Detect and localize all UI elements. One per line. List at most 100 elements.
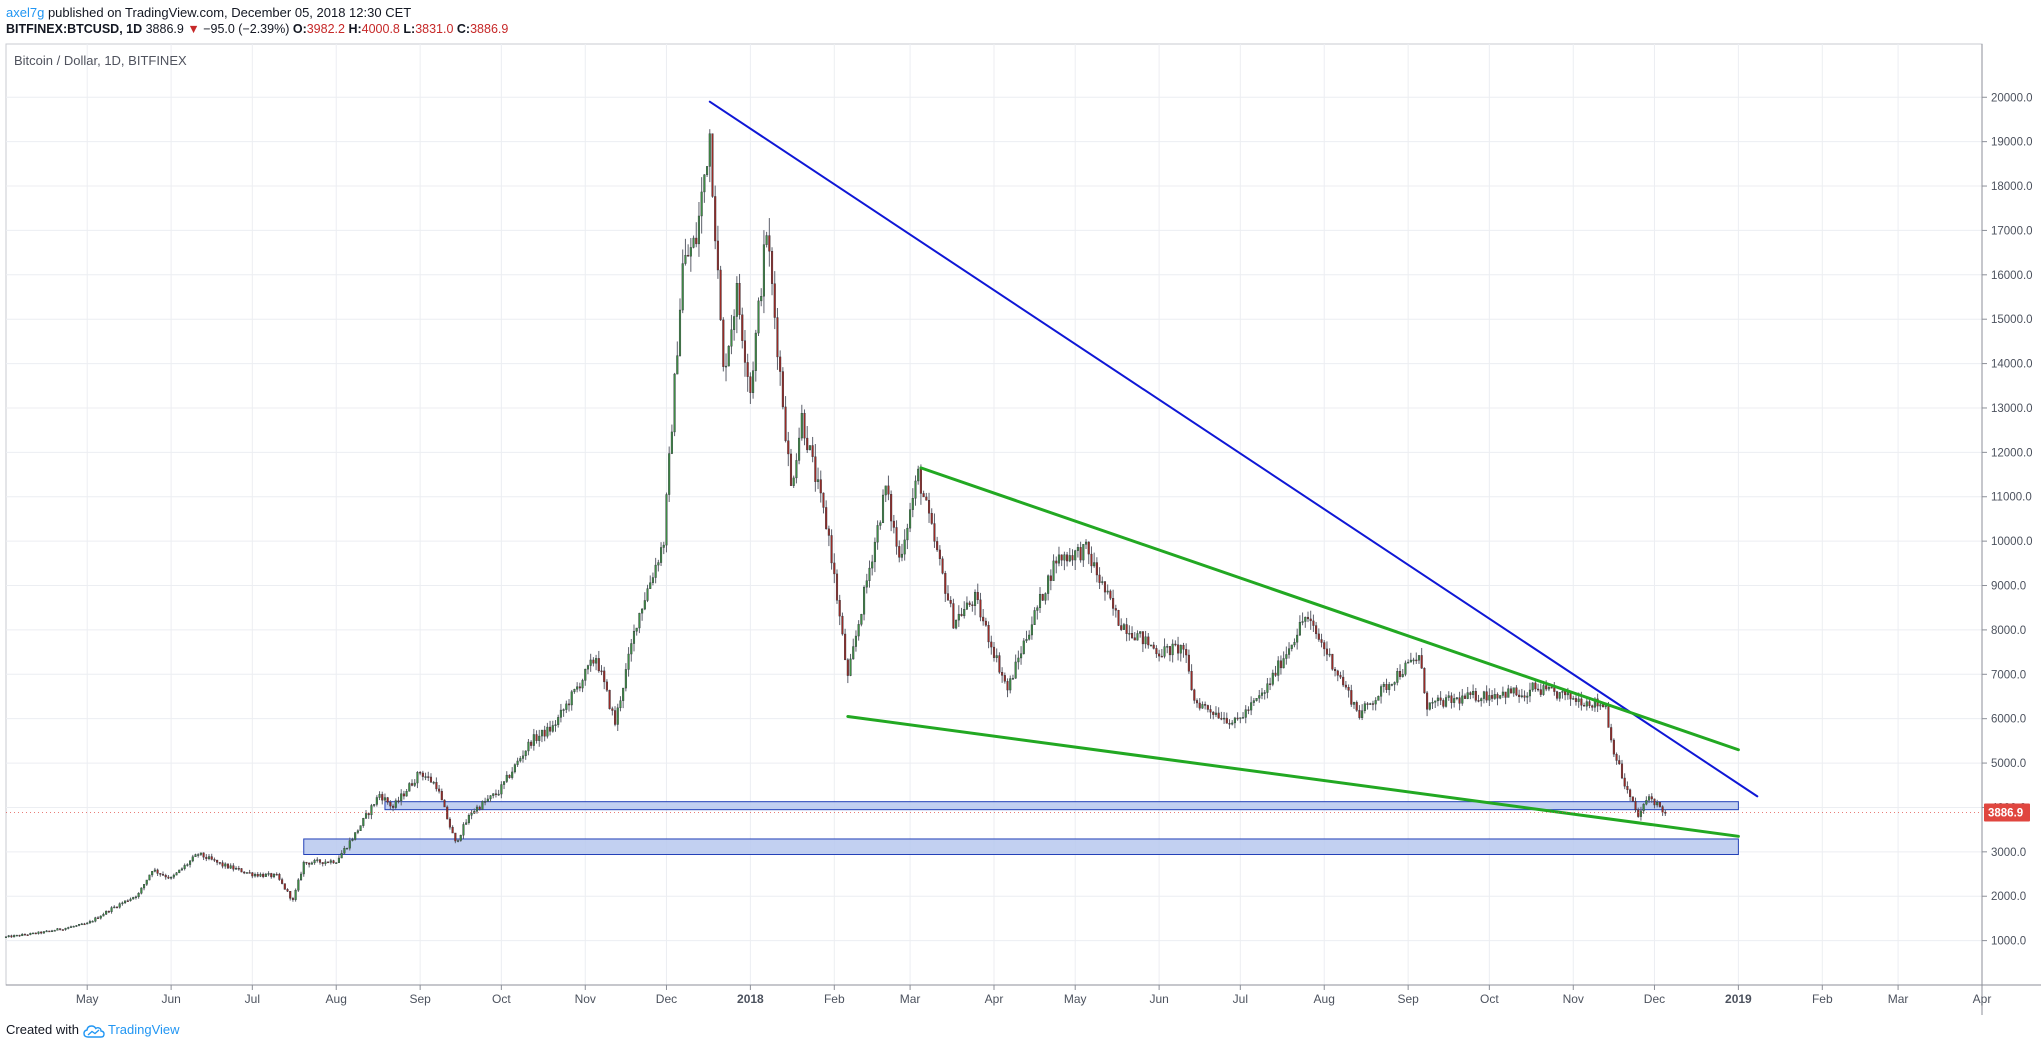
candle-down [1518,694,1521,698]
candle-up [297,879,300,891]
candle-down [1103,581,1107,593]
candle-up [527,741,530,752]
candle-down [844,633,847,660]
candle-up [911,498,914,510]
candle-up [1044,593,1047,601]
candle-up [1171,643,1174,656]
tradingview-link[interactable]: TradingView [108,1022,180,1037]
candle-down [1141,631,1144,645]
time-tick-label: Mar [1888,992,1909,1006]
price-tick-label: 15000.0 [1991,314,2033,326]
candle-down [59,928,62,930]
candle-down [1306,616,1310,620]
candle-up [1009,678,1012,691]
candle-up [1106,590,1109,593]
open-label: O: [292,22,307,36]
candle-up [197,854,200,856]
candle-down [1344,684,1347,688]
author-link[interactable]: axel7g [6,5,45,20]
candle-up [1136,633,1139,641]
candle-down [1182,644,1185,650]
candle-up [183,865,186,869]
candle-down [1350,690,1353,705]
candle-down [1477,700,1480,702]
candle-up [348,840,351,849]
candle-down [984,620,987,626]
candle-up [91,920,94,923]
candle-up [1528,689,1531,697]
candle-up [735,283,738,317]
candle-down [1626,786,1629,791]
candle-down [34,932,37,935]
candle-up [1428,702,1431,710]
candle-down [890,494,893,522]
candle-up [1074,550,1077,561]
candle-up [467,815,470,823]
candle-up [475,806,479,812]
candle-down [1117,610,1120,626]
candle-up [1558,692,1561,699]
candle-down [248,872,251,874]
candle-down [1366,703,1369,705]
candle-up [724,365,728,368]
candle-up [1201,704,1204,709]
time-axis[interactable]: May Jun Jul Aug Sep Oct Nov Dec 2018 Feb Mar Apr May… [76,985,1991,1006]
candle-down [1114,608,1117,611]
candle-down [1355,702,1358,711]
candle-down [1112,598,1115,609]
candle-up [191,856,194,862]
time-tick-label: Jul [1233,992,1248,1006]
candle-down [714,196,717,242]
candle-up [1033,610,1036,625]
candle-down [1458,697,1461,704]
candle-up [616,707,619,725]
candle-up [484,801,487,803]
candle-up [1388,684,1391,690]
candle-down [578,686,581,689]
candle-up [457,840,460,842]
candle-up [272,873,276,878]
candle-down [1209,709,1212,713]
candle-down [1331,653,1334,670]
candle-up [516,760,519,765]
candle-up [627,653,630,670]
candle-down [1198,702,1201,709]
candle-up [1179,644,1182,654]
candle-down [1098,574,1101,583]
candle-up [1122,624,1125,630]
candle-down [1158,653,1161,657]
change-arrow-icon: ▼ [187,22,200,36]
candle-down [789,453,793,486]
candle-up [1298,622,1301,636]
candle-up [1166,646,1169,648]
candle-down [814,456,817,482]
candle-up [1011,678,1014,680]
footer: Created with TradingView [6,1021,180,1039]
candle-up [1482,691,1485,699]
price-chart[interactable]: 1000.02000.03000.04000.05000.06000.07000… [0,0,2041,1015]
candle-up [316,859,319,861]
candle-down [971,604,974,606]
price-tick-label: 11000.0 [1991,492,2032,504]
candle-up [1025,639,1028,642]
candle-up [1285,654,1288,659]
candle-down [159,873,162,875]
candle-down [216,859,219,863]
candle-down [603,670,606,683]
candle-up [1436,697,1439,702]
candle-down [205,856,208,859]
candle-down [779,356,782,372]
candle-down [256,874,259,877]
candle-up [1396,671,1399,683]
candle-down [605,681,608,691]
candle-down [952,603,955,629]
candle-up [351,839,354,841]
price-tick-label: 6000.0 [1991,714,2026,726]
time-tick-label: Oct [492,992,511,1006]
candle-down [530,741,533,746]
candle-down [289,891,292,899]
candle-up [995,655,998,658]
candle-up [253,874,257,877]
candle-down [478,806,481,810]
candle-up [654,564,657,578]
